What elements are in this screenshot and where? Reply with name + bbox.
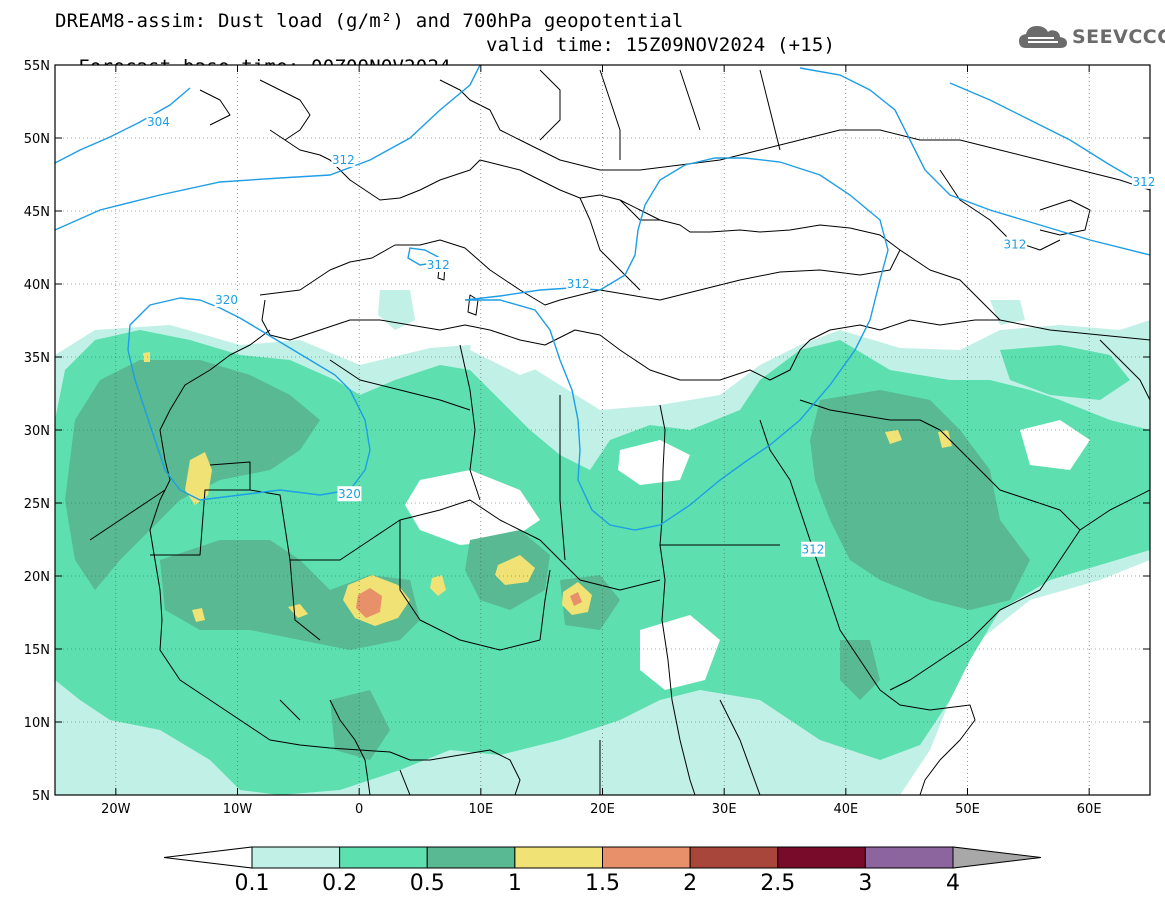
colorbar-label: 0.1 [235,871,270,896]
colorbar-swatch [602,846,691,869]
geopotential-contours [55,65,1150,531]
lat-tick-label: 55N [24,59,50,74]
axis-ticks [55,64,1150,796]
contour-label-bg [800,541,825,557]
contour-label-bg [337,486,362,502]
colorbar-label: 3 [858,871,872,896]
lon-tick-label: 20E [590,802,615,817]
contour-label: 304 [147,115,170,129]
colorbar-label: 2.5 [760,871,795,896]
contour-label: 320 [338,487,361,501]
colorbar-label: 0.5 [410,871,445,896]
colorbar: 0.1 0.2 0.5 1 1.5 2 2.5 3 4 [163,846,1042,896]
contour-label-bg [214,292,239,308]
colorbar-label: 0.2 [322,871,357,896]
lat-tick-label: 10N [24,716,50,731]
colorbar-swatch [426,846,516,869]
colorbar-label: 1.5 [585,871,620,896]
contour-label: 312 [1132,175,1155,189]
valid-time: valid time: 15Z09NOV2024 (+15) [486,34,836,56]
colorbar-label: 2 [683,871,697,896]
lat-tick-label: 30N [24,424,50,439]
colorbar-label: 1 [508,871,522,896]
lat-tick-label: 20N [24,570,50,585]
lat-tick-label: 15N [24,643,50,658]
dust-level-1.5 [356,588,582,618]
contour-label-bg [1002,236,1027,252]
map-title: DREAM8-assim: Dust load (g/m²) and 700hP… [55,10,684,32]
colorbar-under-arrow [163,846,253,869]
lon-tick-label: 30E [712,802,737,817]
lon-tick-label: 10W [223,802,253,817]
colorbar-swatch [689,846,779,869]
contour-label-bg [1131,173,1156,189]
colorbar-label: 4 [946,871,960,896]
lon-tick-label: 0 [355,802,363,817]
contour-labels: 304 312 312 312 320 320 312 312 312 [146,113,1156,557]
lon-tick-label: 50E [955,802,980,817]
colorbar-swatch [777,846,866,869]
lat-tick-label: 50N [24,132,50,147]
graticule [55,65,1150,795]
colorbar-swatch [864,846,954,869]
lat-tick-label: 5N [32,789,50,804]
lat-tick-label: 45N [24,205,50,220]
lon-tick-label: 20W [101,802,131,817]
contour-label: 312 [1003,238,1026,252]
colorbar-swatch [514,846,603,869]
lon-tick-label: 40E [833,802,858,817]
colorbar-swatch [339,846,428,869]
logo-text: SEEVCCC [1072,26,1165,48]
contour-label-bg [146,113,171,129]
contour-label: 320 [215,293,238,307]
axis-tick-labels: 20W 10W 0 10E 20E 30E 40E 50E 60E 55N 50N 45N 40N 35N… [24,59,1102,817]
contour-label-bg [566,276,591,291]
contour-label-bg [331,151,356,167]
contour-label: 312 [802,543,825,557]
lat-tick-label: 40N [24,278,50,293]
contour-label: 312 [427,258,450,272]
lon-tick-label: 10E [468,802,493,817]
lat-tick-label: 25N [24,497,50,512]
colorbar-swatch [251,846,341,869]
colorbar-over-arrow [952,846,1042,869]
contour-label: 312 [567,277,590,291]
seevccc-logo: SEEVCCC [1018,22,1165,52]
cloud-icon [1019,26,1067,48]
contour-label-bg [426,257,451,273]
contour-label: 312 [332,153,355,167]
coastlines-borders [89,69,1150,795]
lon-tick-label: 60E [1077,802,1102,817]
lat-tick-label: 35N [24,351,50,366]
